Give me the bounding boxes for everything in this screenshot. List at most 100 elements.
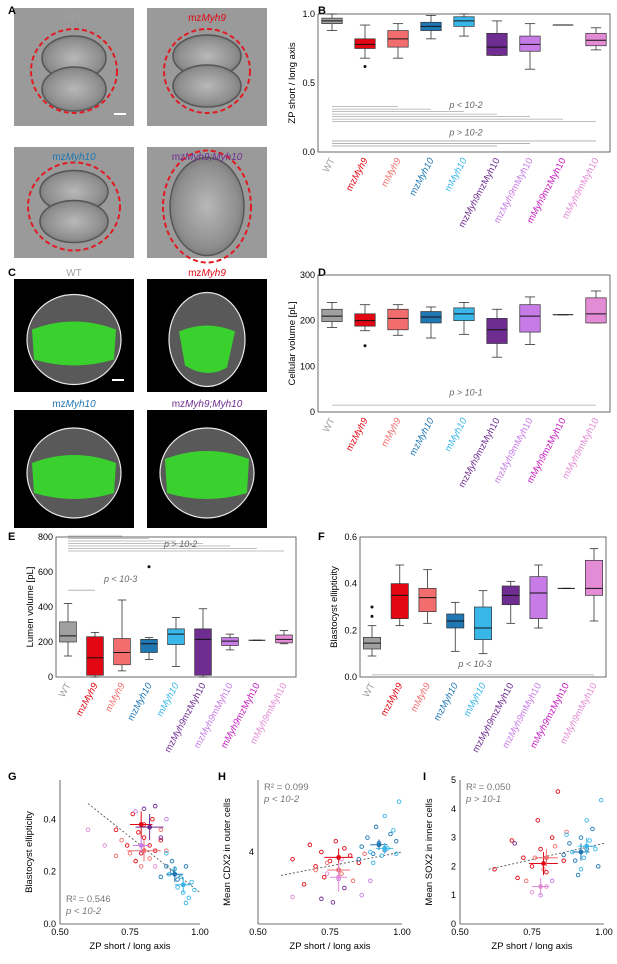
- y-tick-label: 0.6: [344, 532, 357, 542]
- data-point: [370, 860, 376, 866]
- mean-point: [138, 843, 144, 848]
- box-mmyh9: mMyh9: [379, 304, 409, 449]
- label-prefix: mz: [408, 441, 424, 458]
- lumen-surface: [165, 451, 249, 499]
- label-suffix: mzMyh10: [540, 416, 569, 458]
- y-tick-label: 300: [300, 270, 315, 280]
- y-axis-label: Cellular volume [pL]: [287, 302, 298, 386]
- x-tick-label: 1.00: [393, 927, 411, 937]
- box-iqr: [585, 559, 603, 596]
- data-point: [523, 878, 529, 884]
- data-point: [590, 826, 595, 832]
- box-iqr: [418, 587, 437, 613]
- data-point: [356, 860, 362, 866]
- y-tick-label: 4: [249, 847, 254, 857]
- outlier-point: [370, 614, 374, 618]
- label-italic: Myh10: [159, 681, 182, 712]
- label-prefix: mz: [492, 469, 508, 486]
- y-tick-label: 800: [38, 532, 53, 542]
- box-iqr: [167, 628, 185, 645]
- x-axis-label: ZP short / long axis: [491, 941, 572, 952]
- data-point: [572, 858, 578, 863]
- label-prefix: mz: [52, 399, 65, 410]
- x-tick-label: mzMyh10: [432, 681, 461, 723]
- data-point: [178, 874, 183, 880]
- x-tick-label: mzMyh10: [408, 416, 437, 458]
- mean-point: [138, 822, 144, 827]
- box-iqr: [86, 636, 104, 676]
- x-tick-label: mMyh9: [409, 681, 434, 714]
- zona-pellucida-outline: [163, 28, 251, 114]
- label-suffix: mMyh10: [575, 416, 602, 453]
- y-tick-label: 0.0: [43, 919, 56, 929]
- label-prefix: mz: [126, 706, 142, 723]
- x-tick-label: mzMyh9: [344, 416, 371, 453]
- label-prefix: mz: [408, 181, 424, 198]
- y-tick-label: 4: [451, 804, 456, 814]
- box-mmyh9: mMyh9: [103, 599, 131, 714]
- mean-point: [544, 855, 549, 861]
- data-point: [147, 856, 152, 861]
- render-mzmyh10: mzMyh10: [14, 399, 134, 528]
- x-tick-label: mzMyh9: [379, 681, 406, 718]
- data-point: [158, 837, 164, 843]
- label-italic: Myh9: [350, 156, 371, 182]
- label-italic: Myh10: [438, 681, 461, 712]
- data-point: [373, 824, 379, 830]
- box-wt: WT: [57, 603, 77, 699]
- data-point: [342, 885, 347, 891]
- render-mzmyh9: mzMyh9: [147, 268, 267, 392]
- box-mmyh9-mzmyh10: mMyh9mzMyh10: [525, 314, 574, 485]
- panel-letter-e: E: [8, 531, 15, 543]
- y-tick-label: 400: [38, 602, 53, 612]
- x-tick-label: WT: [57, 681, 74, 699]
- plot-frame: [55, 536, 297, 678]
- data-point: [307, 842, 313, 848]
- label-italic: Myh9: [385, 681, 406, 707]
- data-point: [192, 887, 197, 893]
- data-point: [578, 867, 584, 872]
- label-prefix: WT: [321, 156, 338, 174]
- label-prefix: mz: [172, 399, 185, 410]
- panel-letter-h: H: [218, 771, 226, 783]
- lumen-surface: [32, 455, 116, 499]
- box-chart-b: 0.0 0.5 1.0 ZP short / long axis p < 10-2 p >…: [287, 9, 611, 229]
- box-chart-f: 0.0 0.2 0.4 0.6 Blastocyst ellipticity p < 10…: [329, 532, 607, 754]
- box-wt: WT: [321, 13, 343, 174]
- data-point: [538, 846, 543, 852]
- box-wt: WT: [321, 301, 343, 434]
- y-tick-label: 0: [48, 672, 53, 682]
- box-mzmyh10: mzMyh10: [408, 14, 442, 198]
- data-point: [396, 799, 402, 804]
- box-mzmyh9: mzMyh9: [74, 631, 104, 718]
- r-squared-label: R² = 0.050: [466, 782, 511, 793]
- data-point: [113, 827, 119, 832]
- data-point: [359, 892, 364, 898]
- x-tick-label: WT: [321, 156, 338, 174]
- data-point: [169, 869, 175, 874]
- label-suffix: mMyh10: [263, 681, 290, 718]
- label-prefix: mz: [379, 702, 395, 719]
- y-tick-label: 0.5: [302, 78, 315, 88]
- panel-letter-i: I: [423, 771, 426, 783]
- x-tick-label: mMyh9: [379, 156, 404, 189]
- box-iqr: [486, 318, 508, 344]
- data-point: [175, 885, 180, 890]
- box-chart-d: 0 100 200 300 Cellular volume [pL] p > 10-1 WT…: [287, 270, 611, 489]
- label-italic: Myh9: [383, 156, 404, 182]
- box-mmyh10: mMyh10: [443, 301, 475, 454]
- y-tick-label: 0.4: [43, 814, 56, 824]
- label-suffix: mMyh10: [509, 156, 536, 193]
- mean-point: [578, 849, 584, 855]
- x-tick-label: WT: [361, 681, 378, 699]
- mean-point: [141, 848, 147, 854]
- x-tick-label: 0.50: [51, 927, 69, 937]
- data-point: [509, 838, 515, 843]
- label-prefix: mz: [192, 734, 208, 751]
- label-italic: Myh10: [414, 416, 437, 447]
- y-tick-label: 600: [38, 567, 53, 577]
- panel-letter-c: C: [8, 267, 16, 279]
- y-axis-label: Mean CDX2 in outer cells: [222, 798, 233, 906]
- box-mzmyh9: mzMyh9: [379, 564, 409, 718]
- label-prefix: mz: [344, 437, 360, 454]
